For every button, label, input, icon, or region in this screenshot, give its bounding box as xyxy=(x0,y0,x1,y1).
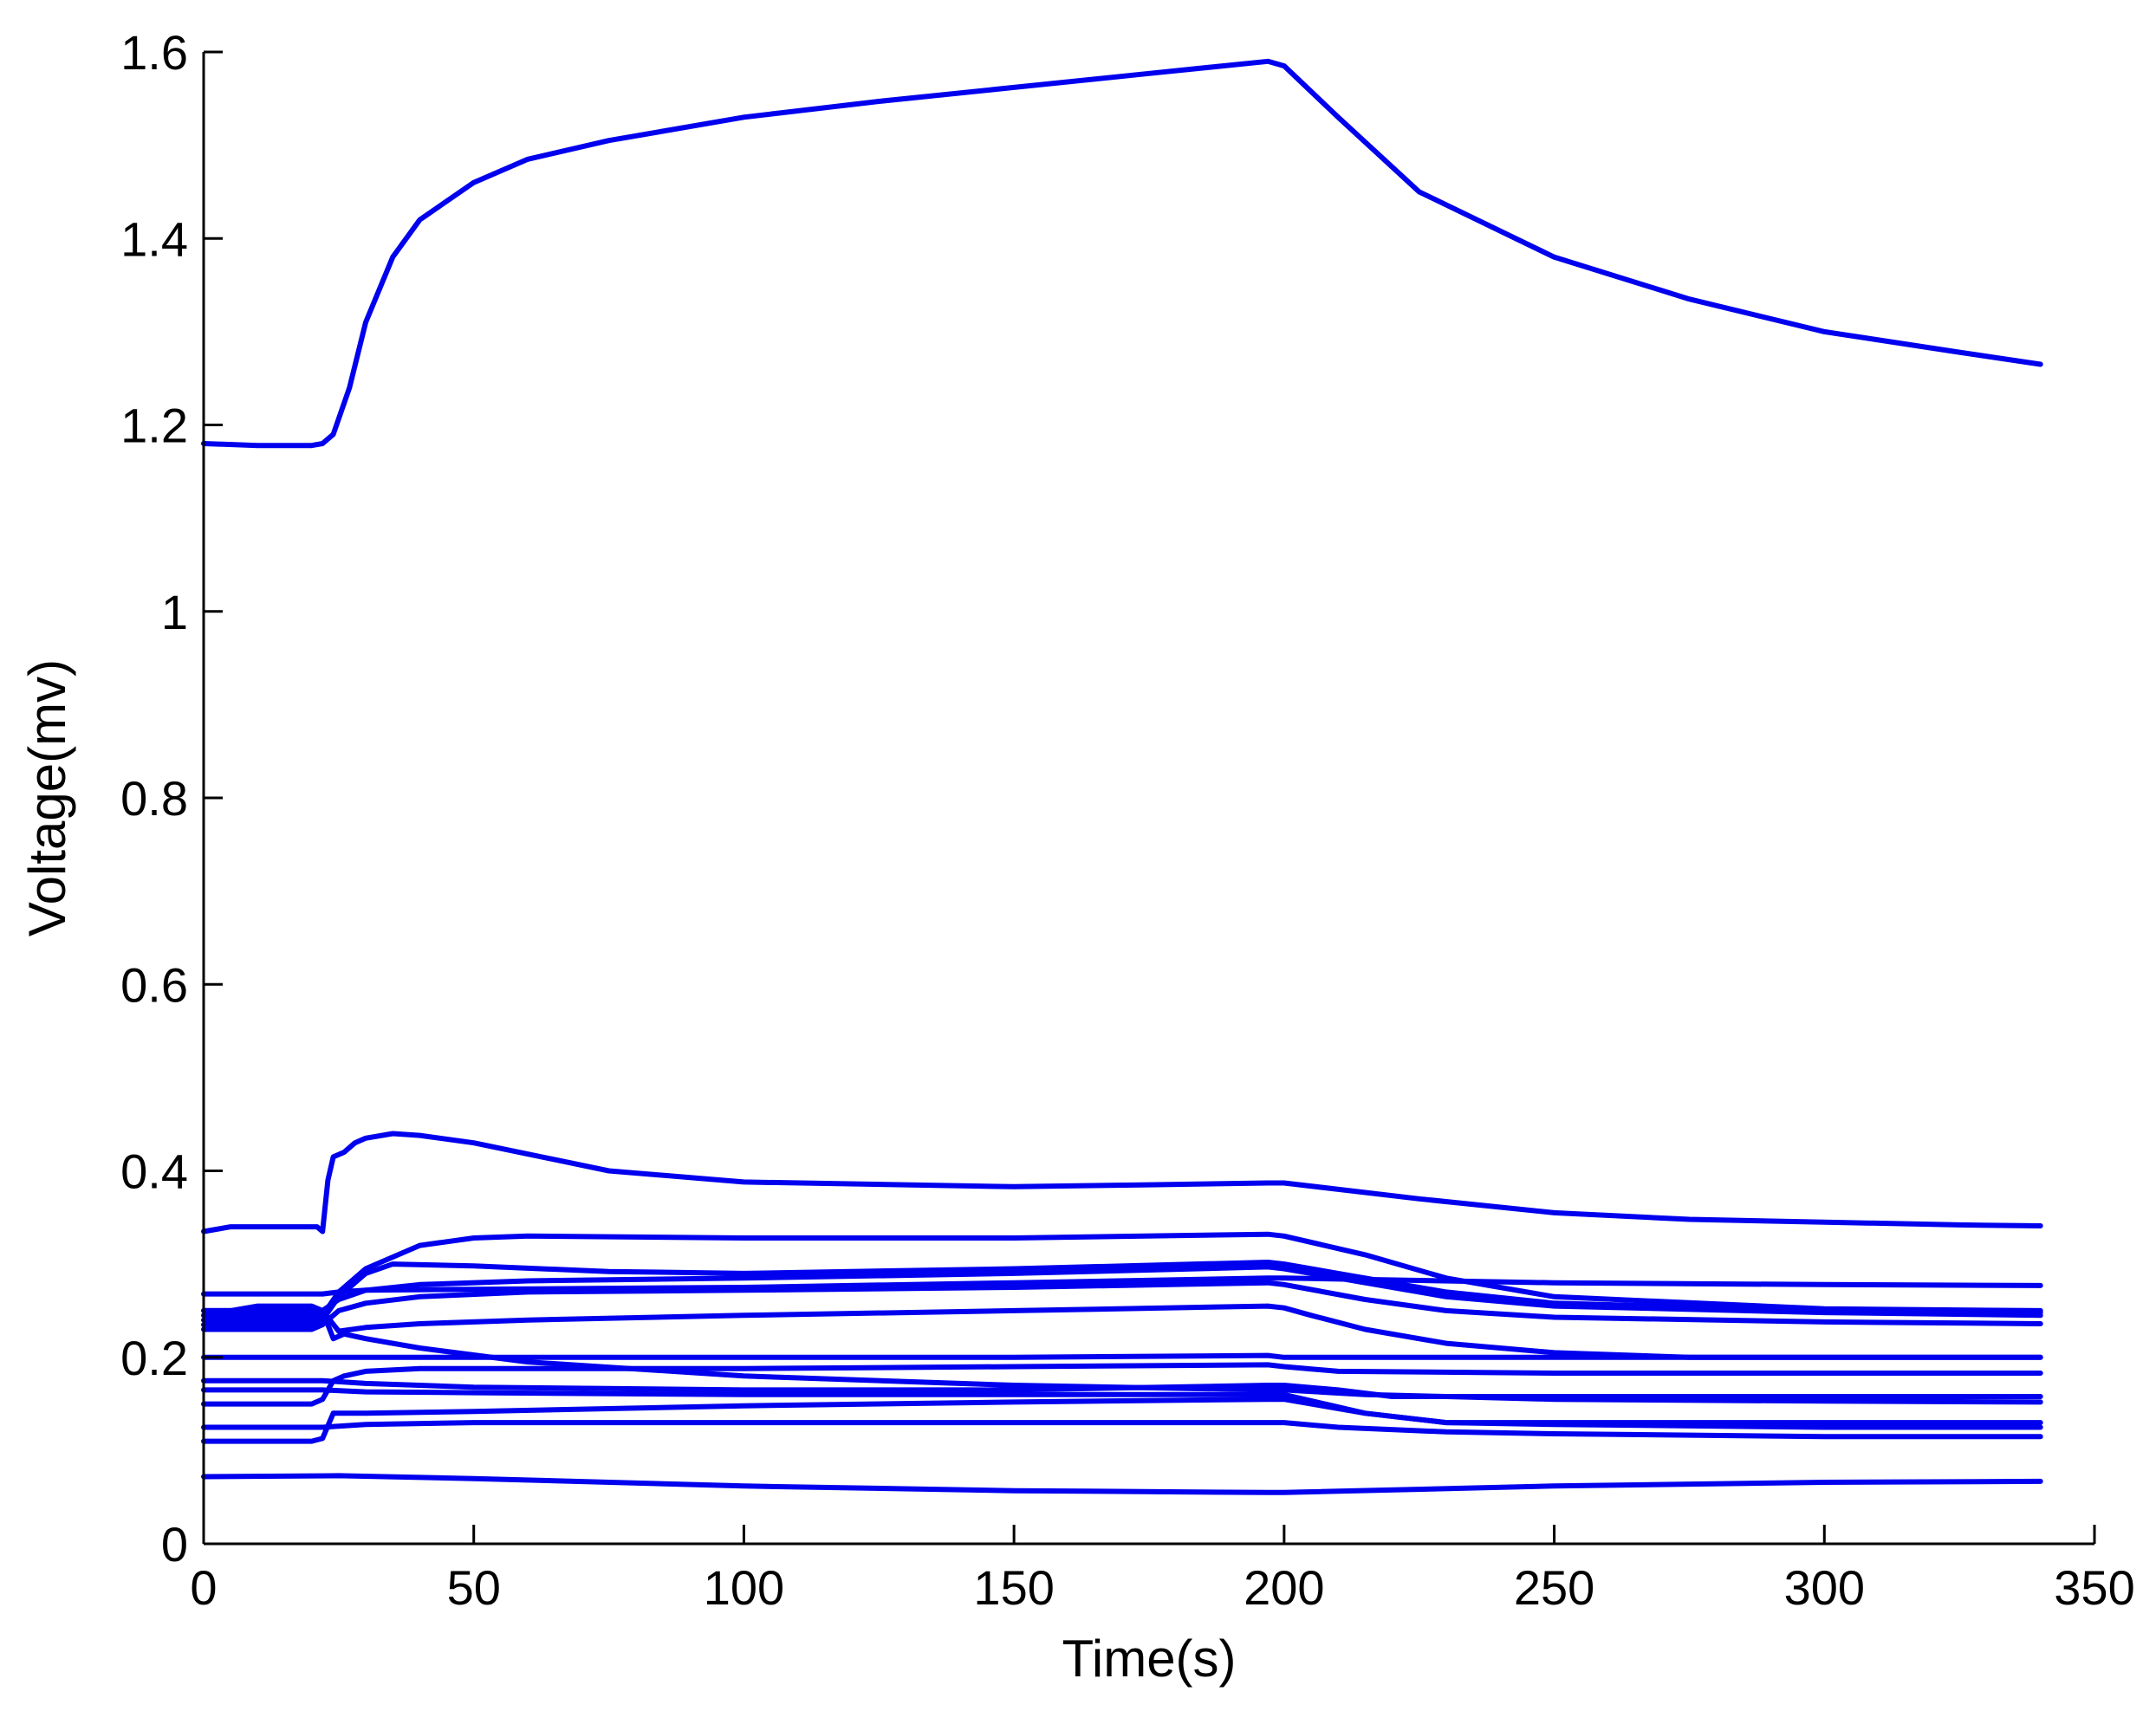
x-tick-label: 350 xyxy=(2054,1560,2134,1615)
y-tick-label: 0.2 xyxy=(120,1331,188,1385)
series-line-5 xyxy=(201,1264,2043,1319)
x-tick-label: 100 xyxy=(704,1560,784,1615)
y-tick-label: 0.6 xyxy=(120,957,188,1012)
series-line-8 xyxy=(201,1303,2043,1360)
x-axis-label: Time(s) xyxy=(1062,1630,1236,1688)
series-line-14 xyxy=(201,1397,2043,1444)
y-tick-label: 0 xyxy=(161,1517,188,1572)
series-line-10 xyxy=(201,1352,2043,1360)
series-line-16 xyxy=(201,1473,2043,1495)
series-line-1 xyxy=(201,58,2043,449)
x-tick-label: 200 xyxy=(1244,1560,1324,1615)
y-tick-label: 1.4 xyxy=(120,211,188,266)
x-tick-label: 50 xyxy=(447,1560,501,1615)
series-line-2 xyxy=(201,1131,2043,1235)
x-tick-label: 300 xyxy=(1784,1560,1865,1615)
y-tick-label: 0.4 xyxy=(120,1144,188,1199)
series-line-3 xyxy=(201,1231,2043,1323)
tick-labels: 0 50 100 150 200 250 300 350 0 0.2 0.4 0.6 0.8 1 1.2 1.… xyxy=(120,25,2135,1615)
y-tick-label: 1.2 xyxy=(120,399,188,453)
series-line-7 xyxy=(201,1275,2043,1297)
x-tick-label: 0 xyxy=(190,1560,217,1615)
series-line-15 xyxy=(201,1420,2043,1440)
y-tick-label: 1 xyxy=(161,585,188,639)
y-axis-label: Voltage(mv) xyxy=(18,659,76,937)
series-line-12 xyxy=(201,1377,2043,1399)
series-layer xyxy=(201,58,2043,1495)
axes xyxy=(202,50,2096,1546)
x-tick-label: 250 xyxy=(1514,1560,1594,1615)
y-tick-label: 1.6 xyxy=(120,25,188,80)
y-tick-label: 0.8 xyxy=(120,771,188,826)
x-tick-label: 150 xyxy=(973,1560,1054,1615)
